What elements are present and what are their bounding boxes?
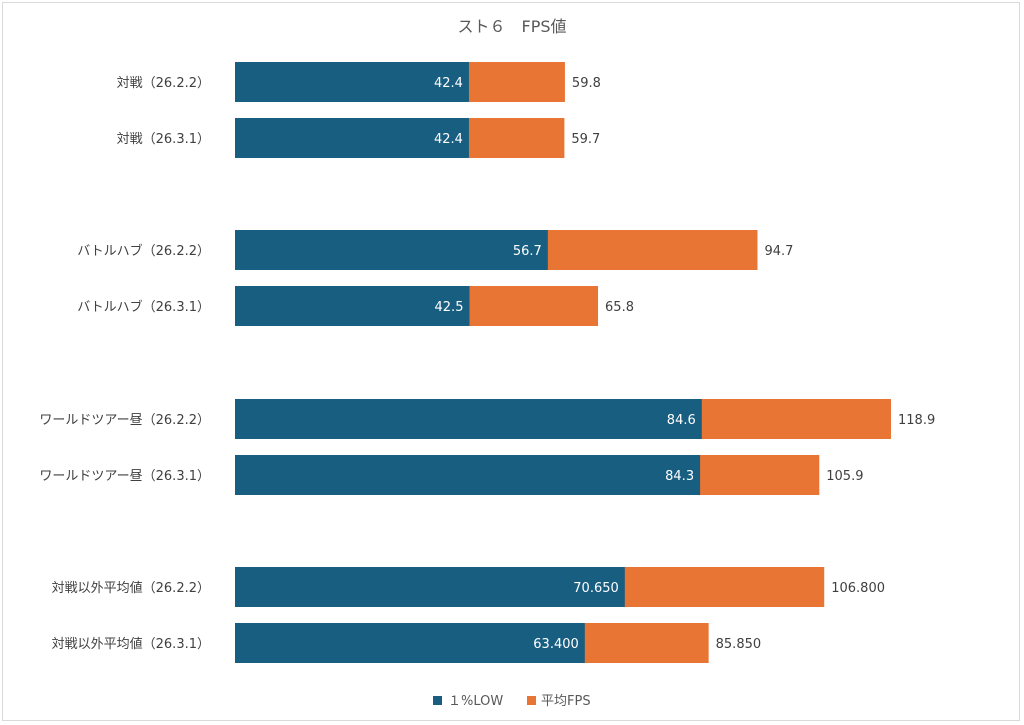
bar-1pct-low [235,399,702,439]
data-label-1pct-low: 56.7 [513,244,542,259]
legend-label-avg-fps: 平均FPS [541,694,591,709]
data-label-1pct-low: 42.4 [434,76,463,91]
data-label-avg-fps: 65.8 [605,300,634,315]
data-label-1pct-low: 70.650 [573,581,619,596]
legend-swatch-avg-fps [527,696,536,705]
data-label-avg-fps: 59.8 [572,76,601,91]
bar-1pct-low [235,230,548,270]
data-label-1pct-low: 63.400 [533,637,579,652]
bar-1pct-low [235,567,625,607]
data-label-avg-fps: 105.9 [826,469,863,484]
category-label: 対戦（26.3.1） [117,132,210,147]
data-label-avg-fps: 106.800 [831,581,885,596]
legend: １%LOW 平均FPS [433,694,591,709]
category-label: バトルハブ（26.3.1） [77,299,210,315]
bar-1pct-low [235,286,470,326]
bar-1pct-low [235,62,469,102]
category-label: ワールドツアー昼（26.2.2） [39,413,210,428]
category-label: 対戦（26.2.2） [117,76,210,91]
legend-swatch-1pct-low [433,696,442,705]
category-label: バトルハブ（26.2.2） [77,243,210,259]
data-label-avg-fps: 118.9 [898,413,935,428]
data-label-1pct-low: 42.4 [434,132,463,147]
bar-1pct-low [235,623,585,663]
legend-label-1pct-low: １%LOW [448,694,503,709]
chart-title: スト６ FPS値 [457,17,566,36]
bar-1pct-low [235,118,469,158]
bar-1pct-low [235,455,701,495]
data-label-avg-fps: 85.850 [716,637,762,652]
data-label-1pct-low: 42.5 [435,300,464,315]
data-label-1pct-low: 84.6 [667,413,696,428]
data-label-avg-fps: 59.7 [571,132,600,147]
category-label: ワールドツアー昼（26.3.1） [39,469,210,484]
category-label: 対戦以外平均値（26.2.2） [52,580,210,596]
data-label-1pct-low: 84.3 [665,469,694,484]
category-label: 対戦以外平均値（26.3.1） [52,636,210,652]
data-label-avg-fps: 94.7 [764,244,793,259]
